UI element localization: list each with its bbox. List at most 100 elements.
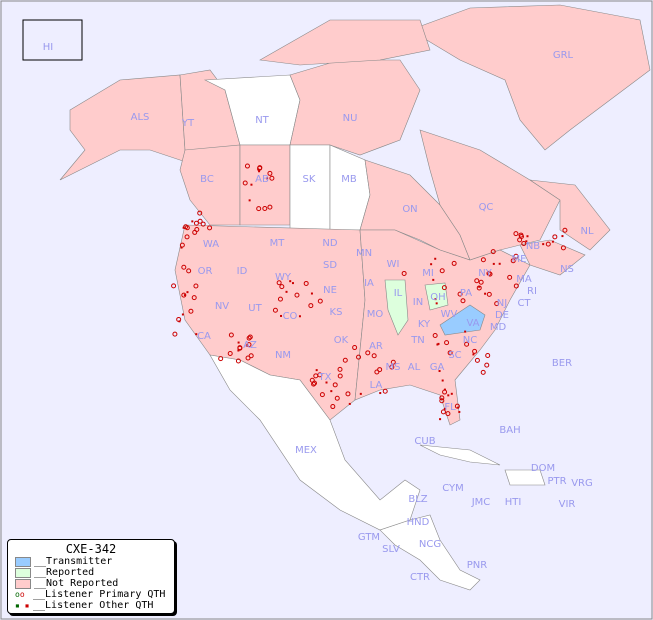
listener-primary-marker bbox=[330, 404, 336, 410]
il bbox=[384, 279, 409, 336]
listener-primary-marker bbox=[345, 391, 351, 397]
region-label-sc: SC bbox=[448, 350, 461, 361]
listener-primary-marker bbox=[441, 285, 447, 291]
not-reported-swatch bbox=[15, 578, 31, 589]
region-label-mex: MEX bbox=[295, 445, 317, 456]
region-label-bah: BAH bbox=[499, 425, 520, 436]
listener-other-marker bbox=[432, 278, 435, 281]
hispaniola bbox=[504, 469, 546, 486]
region-label-yt: YT bbox=[181, 118, 195, 129]
legend-not-reported: __Not Reported bbox=[15, 578, 174, 589]
region-label-hi: HI bbox=[43, 42, 53, 53]
listener-primary-marker bbox=[518, 234, 524, 240]
region-label-mb: MB bbox=[341, 174, 357, 185]
region-label-ctr: CTR bbox=[410, 572, 430, 583]
listener-primary-marker bbox=[194, 226, 200, 232]
listener-other-marker bbox=[439, 418, 442, 421]
listener-primary-marker bbox=[562, 227, 568, 233]
listener-other-marker bbox=[310, 292, 313, 295]
listener-primary-marker bbox=[478, 279, 484, 285]
listener-primary-marker bbox=[377, 367, 383, 373]
legend-label: __Not Reported bbox=[34, 578, 119, 589]
region-label-ut: UT bbox=[248, 303, 262, 314]
listener-primary-marker bbox=[332, 382, 338, 388]
listener-primary-marker bbox=[279, 284, 285, 290]
listener-primary-marker bbox=[184, 234, 190, 240]
listener-primary-marker bbox=[451, 260, 457, 266]
region-label-pnr: PNR bbox=[467, 560, 488, 571]
legend-label: __Reported bbox=[34, 567, 95, 578]
listener-primary-marker bbox=[521, 240, 527, 246]
listener-primary-marker bbox=[267, 170, 273, 176]
legend-transmitter: __Transmitter bbox=[15, 556, 174, 567]
listener-primary-marker bbox=[228, 332, 234, 338]
region-label-va: VA bbox=[466, 318, 479, 329]
region-label-nd: ND bbox=[322, 238, 337, 249]
region-label-nu: NU bbox=[343, 113, 358, 124]
va bbox=[439, 304, 486, 336]
region-label-nb: NB bbox=[526, 241, 540, 252]
listener-other-marker bbox=[379, 392, 382, 395]
listener-primary-marker bbox=[440, 409, 446, 415]
listener-other-marker bbox=[525, 240, 528, 243]
central-america bbox=[379, 514, 481, 591]
region-label-nj: NJ bbox=[497, 298, 507, 309]
region-label-als: ALS bbox=[131, 112, 150, 123]
listener-primary-marker bbox=[247, 334, 253, 340]
region-label-oh: OH bbox=[430, 292, 445, 303]
region-label-ma: MA bbox=[516, 274, 532, 285]
listener-other-marker bbox=[181, 313, 184, 316]
listener-primary-marker bbox=[294, 292, 300, 298]
listener-primary-marker bbox=[197, 218, 203, 224]
oh bbox=[424, 282, 449, 311]
cuba bbox=[419, 444, 501, 466]
listener-other-marker bbox=[437, 342, 440, 345]
listener-other-marker bbox=[325, 381, 328, 384]
listener-primary-marker bbox=[334, 395, 340, 401]
listener-primary-marker bbox=[317, 298, 323, 304]
listener-other-marker bbox=[250, 183, 253, 186]
listener-other-marker bbox=[248, 199, 251, 202]
listener-primary-marker bbox=[235, 358, 241, 364]
region-label-wy: WY bbox=[275, 272, 292, 283]
primary-qth-icon: oo bbox=[15, 590, 25, 599]
listener-other-marker bbox=[430, 263, 433, 266]
listener-primary-marker bbox=[186, 268, 192, 274]
region-label-or: OR bbox=[198, 266, 213, 277]
listener-primary-marker bbox=[365, 350, 371, 356]
listener-primary-marker bbox=[256, 206, 262, 212]
listener-primary-marker bbox=[267, 204, 273, 210]
legend-label: __Transmitter bbox=[34, 556, 113, 567]
region-label-blz: BLZ bbox=[408, 494, 427, 505]
listener-primary-marker bbox=[485, 352, 491, 358]
region-label-sk: SK bbox=[303, 174, 316, 185]
listener-primary-marker bbox=[445, 411, 451, 417]
listener-primary-marker bbox=[507, 274, 513, 280]
region-label-mn: MN bbox=[356, 248, 372, 259]
listener-primary-marker bbox=[439, 398, 445, 404]
region-label-qc: QC bbox=[479, 202, 494, 213]
listener-other-marker bbox=[498, 262, 501, 265]
region-label-ok: OK bbox=[334, 335, 349, 346]
region-label-ar: AR bbox=[369, 341, 383, 352]
listener-primary-marker bbox=[486, 291, 492, 297]
region-label-ri: RI bbox=[527, 286, 537, 297]
listener-other-marker bbox=[359, 392, 362, 395]
listener-other-marker bbox=[266, 177, 269, 180]
region-label-ks: KS bbox=[330, 307, 343, 318]
region-label-tn: TN bbox=[410, 335, 425, 346]
sk bbox=[289, 144, 331, 231]
listener-other-marker bbox=[186, 291, 189, 294]
maritimes bbox=[519, 239, 586, 276]
listener-other-marker bbox=[435, 302, 438, 305]
region-label-nt: NT bbox=[255, 115, 269, 126]
region-label-wi: WI bbox=[387, 259, 400, 270]
land bbox=[59, 4, 651, 591]
region-label-al: AL bbox=[408, 362, 421, 373]
listener-primary-marker bbox=[560, 245, 566, 251]
region-label-cym: CYM bbox=[442, 483, 464, 494]
listener-other-marker bbox=[330, 390, 333, 393]
listener-other-marker bbox=[348, 402, 351, 405]
